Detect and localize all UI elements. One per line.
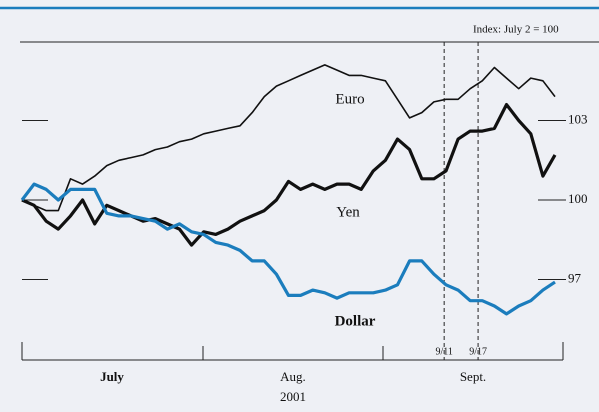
y-tick-label: 97 <box>568 270 582 285</box>
subtitle: Index: July 2 = 100 <box>473 24 559 36</box>
y-tick-label: 100 <box>568 191 588 206</box>
series-label: Euro <box>335 91 364 107</box>
month-label: Aug. <box>280 369 306 384</box>
series-label: Yen <box>336 204 360 220</box>
series-label: Dollar <box>335 313 376 329</box>
event-label: 9/11 <box>435 346 452 357</box>
month-label: Sept. <box>460 369 486 384</box>
series-line <box>21 64 556 212</box>
series-line <box>20 182 556 316</box>
year-label: 2001 <box>280 389 306 404</box>
series-line <box>21 103 557 247</box>
month-label: July <box>100 369 124 384</box>
y-tick-label: 103 <box>568 111 588 126</box>
event-label: 9/17 <box>469 346 487 357</box>
